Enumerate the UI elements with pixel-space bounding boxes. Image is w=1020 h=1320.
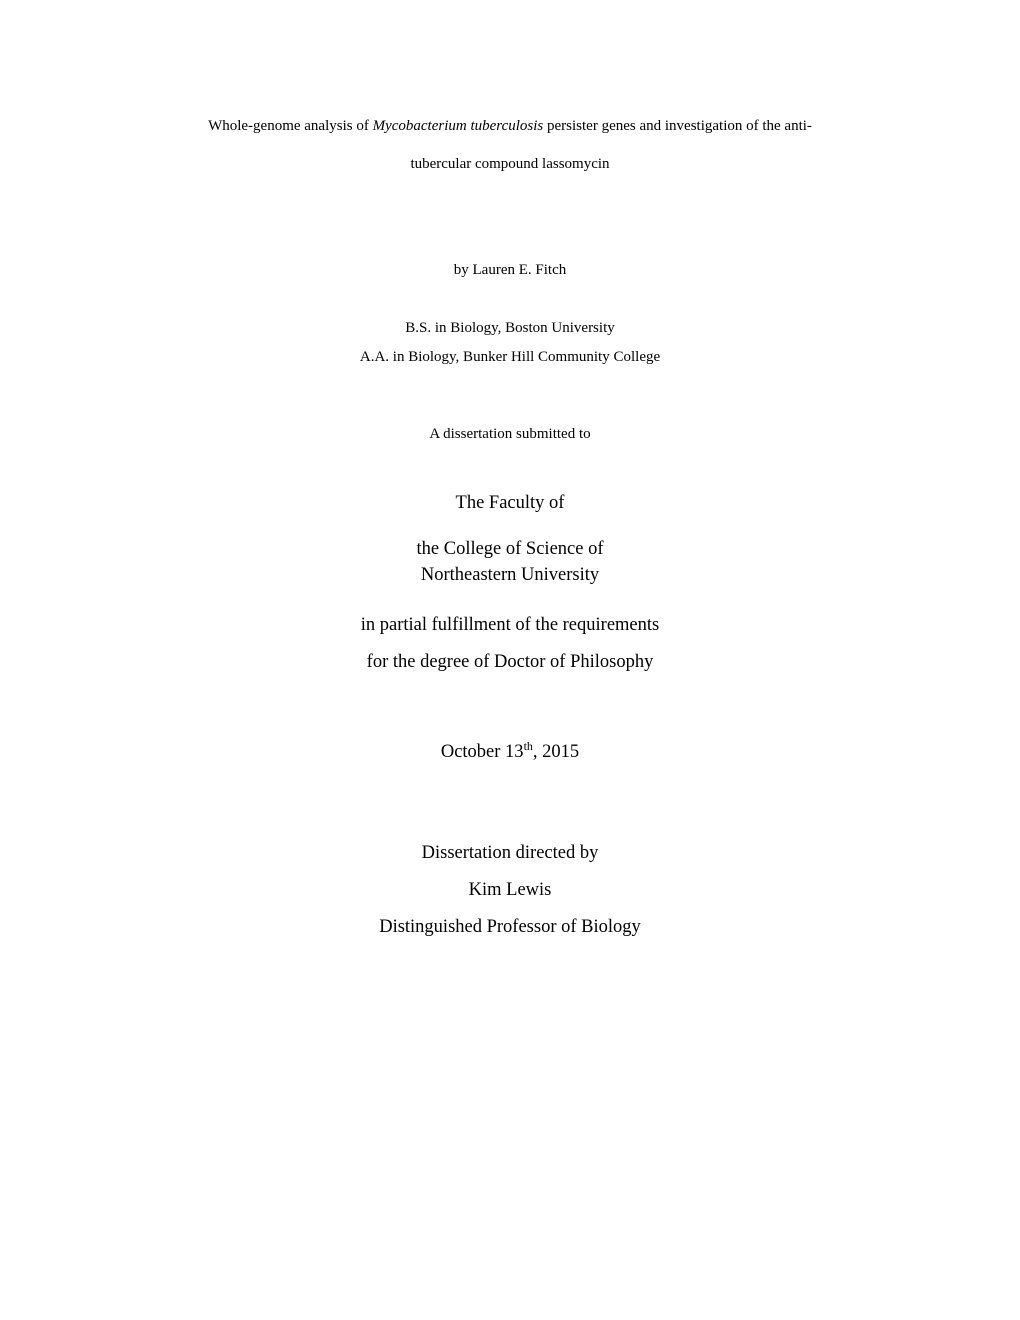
date-section: October 13th, 2015: [130, 739, 890, 763]
degree-aa: A.A. in Biology, Bunker Hill Community C…: [130, 343, 890, 372]
college-line-2: Northeastern University: [130, 563, 890, 589]
directed-section: Dissertation directed by Kim Lewis Disti…: [130, 835, 890, 946]
college-line-1: the College of Science of: [130, 537, 890, 563]
author-section: by Lauren E. Fitch: [130, 258, 890, 282]
fulfillment-line-1: in partial fulfillment of the requiremen…: [130, 607, 890, 644]
faculty-text: The Faculty of: [130, 488, 890, 519]
directed-by-label: Dissertation directed by: [130, 835, 890, 872]
date-ordinal-suffix: th: [524, 739, 533, 753]
degrees-section: B.S. in Biology, Boston University A.A. …: [130, 314, 890, 371]
author-byline: by Lauren E. Fitch: [130, 258, 890, 282]
title-line-2: tubercular compound lassomycin: [130, 146, 890, 184]
date-month-day: October 13: [441, 742, 524, 762]
dissertation-title: Whole-genome analysis of Mycobacterium t…: [130, 108, 890, 183]
title-text-part1: Whole-genome analysis of: [208, 118, 373, 134]
fulfillment-line-2: for the degree of Doctor of Philosophy: [130, 644, 890, 681]
faculty-section: The Faculty of: [130, 488, 890, 519]
date-year: , 2015: [533, 742, 579, 762]
submitted-section: A dissertation submitted to: [130, 426, 890, 443]
title-text-part2: persister genes and investigation of the…: [543, 118, 812, 134]
title-italic-species: Mycobacterium tuberculosis: [373, 118, 544, 134]
college-section: the College of Science of Northeastern U…: [130, 537, 890, 589]
fulfillment-section: in partial fulfillment of the requiremen…: [130, 607, 890, 681]
title-line-1: Whole-genome analysis of Mycobacterium t…: [130, 108, 890, 146]
submitted-text: A dissertation submitted to: [130, 426, 890, 443]
advisor-title: Distinguished Professor of Biology: [130, 909, 890, 946]
advisor-name: Kim Lewis: [130, 872, 890, 909]
degree-bs: B.S. in Biology, Boston University: [130, 314, 890, 343]
